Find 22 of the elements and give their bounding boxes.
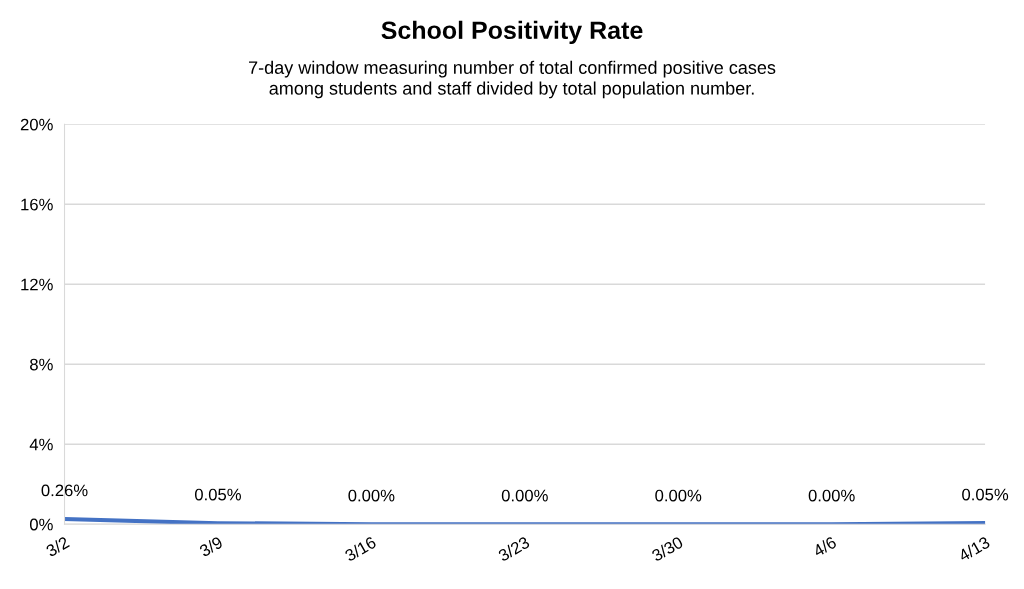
x-tick-label: 4/13 [957,535,991,562]
data-label: 0.05% [962,488,1009,501]
x-tick-label: 3/16 [343,535,377,562]
y-tick-label: 8% [30,358,53,371]
y-tick-label: 20% [20,118,53,131]
chart-title: School Positivity Rate [381,20,643,45]
data-label: 0.00% [501,489,548,502]
y-tick-label: 16% [21,198,53,211]
y-tick-label: 4% [29,438,53,451]
y-tick-label: 12% [21,278,53,291]
x-tick-label: 4/6 [811,535,838,558]
data-label: 0.00% [655,489,702,502]
chart-subtitle: 7-day window measuring number of total confirmed positive cases among students and staff divided by total population number. [249,60,776,99]
data-label: 0.05% [194,488,241,501]
x-tick-label: 3/9 [198,535,224,558]
data-label: 0.00% [808,489,855,502]
x-tick-label: 3/23 [497,535,531,562]
y-tick-label: 0% [29,518,53,531]
data-label: 0.00% [348,489,395,502]
x-tick-label: 3/30 [650,535,684,562]
x-tick-label: 3/2 [45,535,70,558]
data-label: 0.26% [41,484,88,497]
